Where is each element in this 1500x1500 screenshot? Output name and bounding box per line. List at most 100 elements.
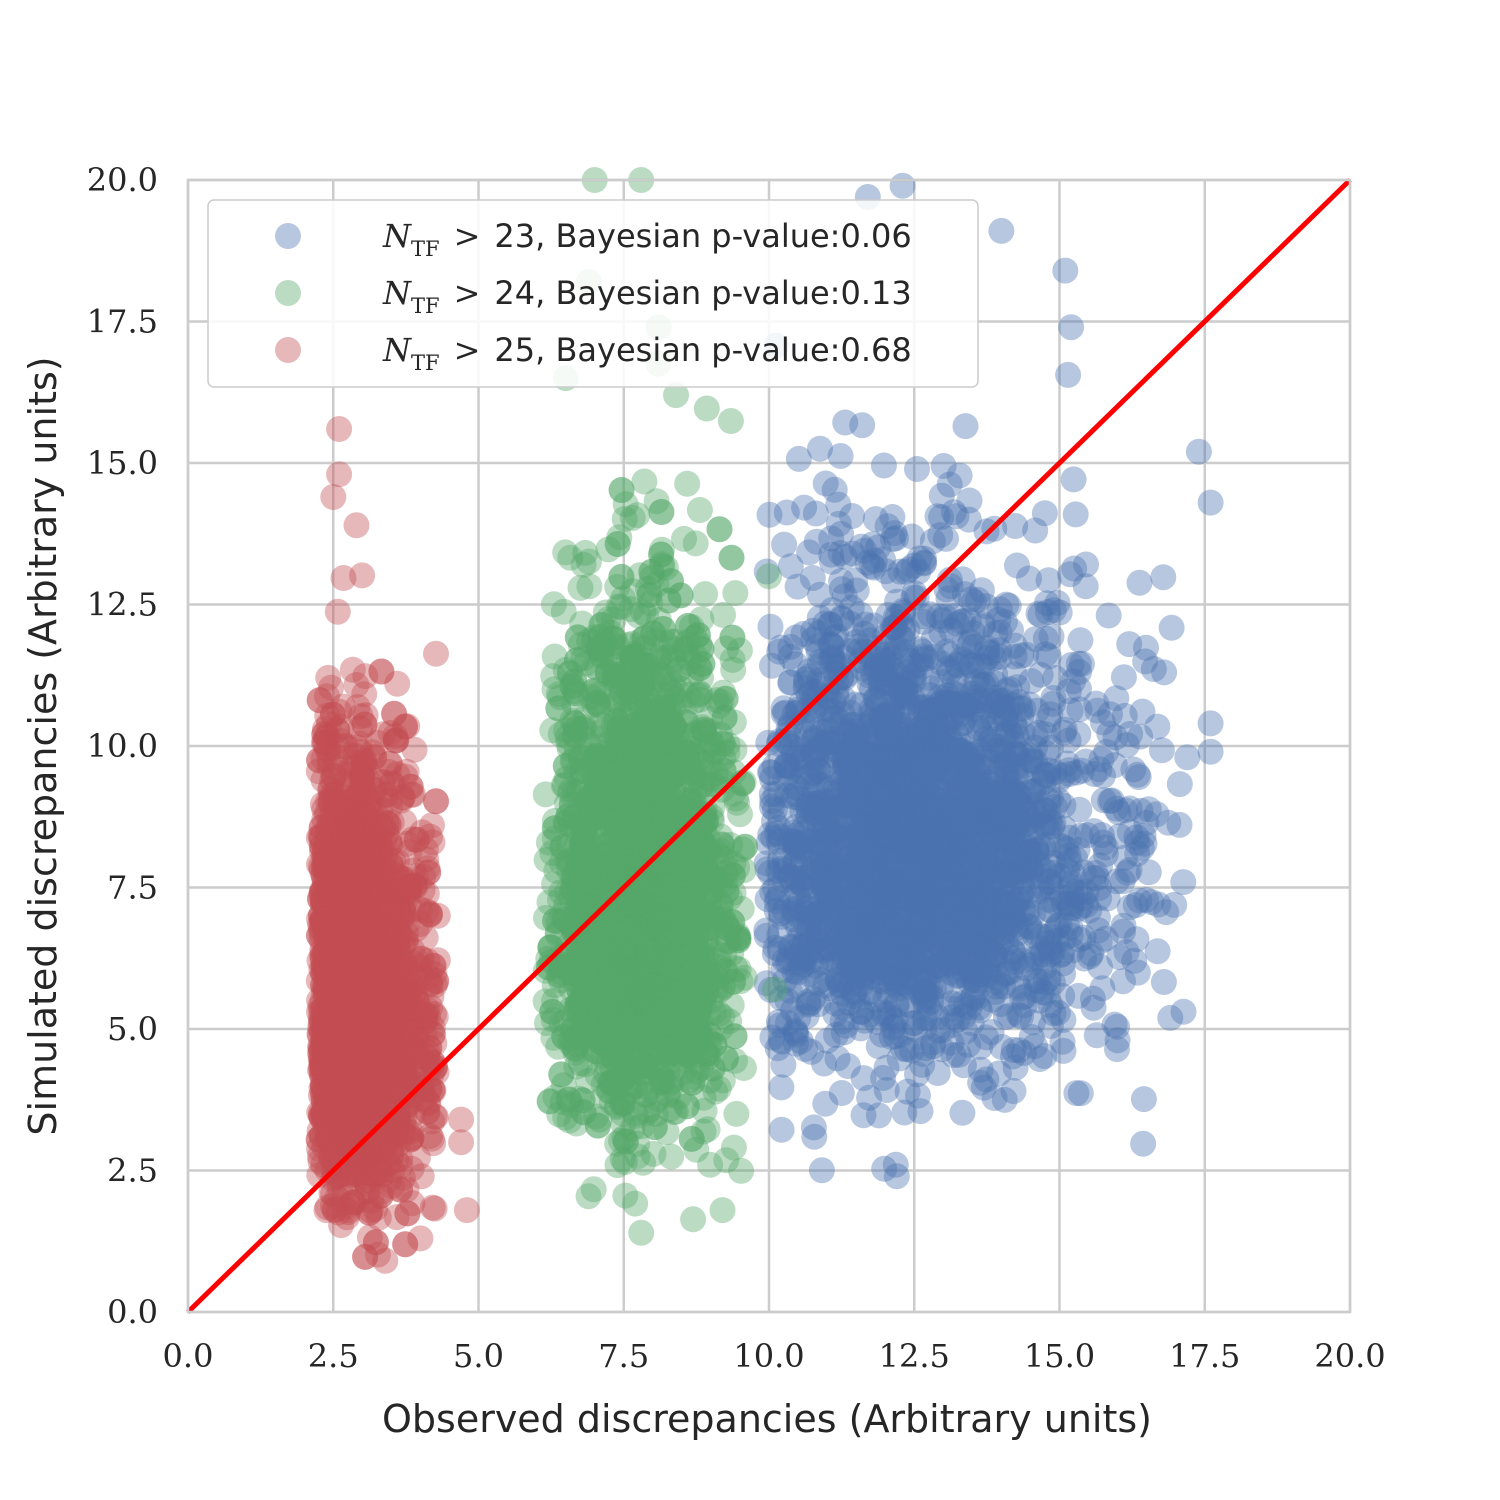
- scatter-point: [1124, 829, 1151, 856]
- scatter-point: [818, 845, 845, 872]
- scatter-point: [946, 462, 973, 489]
- scatter-point: [919, 764, 946, 791]
- scatter-point: [1038, 874, 1065, 901]
- scatter-point: [925, 953, 952, 979]
- scatter-point: [960, 746, 987, 773]
- scatter-point: [1051, 925, 1078, 952]
- scatter-point: [921, 756, 948, 783]
- scatter-point: [922, 731, 949, 758]
- scatter-point: [890, 839, 917, 866]
- scatter-point: [1066, 796, 1093, 823]
- scatter-point: [832, 409, 859, 436]
- scatter-point: [915, 779, 941, 806]
- scatter-point: [1050, 792, 1077, 819]
- scatter-point: [890, 781, 917, 808]
- scatter-point: [998, 908, 1025, 935]
- scatter-point: [790, 951, 817, 978]
- scatter-point: [1058, 314, 1085, 341]
- scatter-point: [859, 771, 886, 798]
- scatter-point: [967, 794, 994, 821]
- scatter-point: [1072, 748, 1099, 775]
- scatter-point: [954, 836, 981, 863]
- scatter-point: [810, 860, 837, 887]
- scatter-point: [877, 645, 904, 672]
- scatter-point: [986, 637, 1013, 664]
- scatter-point: [829, 887, 855, 914]
- scatter-point: [851, 712, 878, 739]
- scatter-point: [793, 666, 819, 693]
- scatter-point: [1044, 999, 1071, 1026]
- scatter-point: [837, 950, 864, 977]
- scatter-point: [912, 868, 939, 895]
- scatter-point: [816, 774, 842, 801]
- scatter-point: [922, 852, 949, 879]
- scatter-point: [970, 795, 997, 822]
- scatter-point: [1151, 659, 1178, 686]
- scatter-point: [978, 829, 1005, 856]
- scatter-point: [1097, 788, 1123, 814]
- scatter-point: [780, 997, 806, 1024]
- scatter-point: [795, 828, 822, 855]
- scatter-point: [759, 788, 786, 814]
- scatter-point: [862, 766, 889, 793]
- scatter-point: [928, 482, 955, 509]
- scatter-point: [539, 998, 566, 1025]
- scatter-point: [942, 838, 969, 865]
- scatter-point: [850, 962, 877, 988]
- scatter-point: [819, 779, 846, 806]
- scatter-point: [1170, 869, 1197, 896]
- scatter-point: [1103, 685, 1130, 712]
- scatter-point: [764, 1035, 791, 1062]
- scatter-point: [884, 790, 911, 817]
- scatter-point: [977, 859, 1004, 886]
- scatter-point: [817, 647, 844, 673]
- scatter-point: [874, 513, 901, 540]
- scatter-point: [1002, 741, 1029, 768]
- scatter-point: [830, 822, 856, 848]
- scatter-point: [835, 720, 862, 747]
- scatter-point: [874, 793, 901, 820]
- scatter-point: [1080, 994, 1107, 1021]
- scatter-point: [928, 619, 955, 646]
- scatter-point: [887, 677, 914, 704]
- scatter-point: [1054, 750, 1081, 777]
- scatter-point: [775, 759, 802, 786]
- scatter-point: [847, 1015, 874, 1042]
- scatter-point: [913, 884, 940, 911]
- scatter-point: [876, 954, 903, 981]
- scatter-point: [963, 971, 990, 998]
- scatter-point: [789, 708, 816, 735]
- scatter-point: [973, 916, 1000, 943]
- scatter-point: [813, 788, 839, 815]
- scatter-point: [860, 924, 887, 951]
- scatter-point: [974, 818, 1001, 845]
- scatter-point: [1042, 889, 1069, 916]
- scatter-point: [950, 835, 976, 862]
- scatter-point: [892, 846, 919, 873]
- scatter-point: [1157, 1004, 1184, 1031]
- scatter-point: [829, 605, 856, 632]
- scatter-point: [908, 957, 934, 984]
- scatter-point: [759, 1024, 786, 1051]
- scatter-point: [862, 888, 889, 915]
- scatter-point: [859, 872, 886, 899]
- scatter-point: [954, 861, 981, 888]
- scatter-point: [841, 825, 868, 852]
- scatter-point: [1094, 885, 1121, 912]
- scatter-point: [863, 652, 890, 679]
- scatter-point: [874, 916, 901, 943]
- scatter-point: [900, 954, 926, 981]
- scatter-point: [788, 748, 815, 775]
- scatter-point: [912, 735, 939, 761]
- scatter-point: [1050, 1006, 1077, 1033]
- scatter-point: [918, 923, 944, 950]
- scatter-point: [907, 818, 934, 845]
- scatter-points: [305, 167, 1224, 1274]
- scatter-point: [902, 1016, 929, 1043]
- scatter-point: [843, 822, 870, 848]
- scatter-point: [879, 878, 906, 905]
- scatter-point: [819, 787, 846, 814]
- scatter-point: [935, 754, 962, 781]
- scatter-point: [865, 765, 892, 792]
